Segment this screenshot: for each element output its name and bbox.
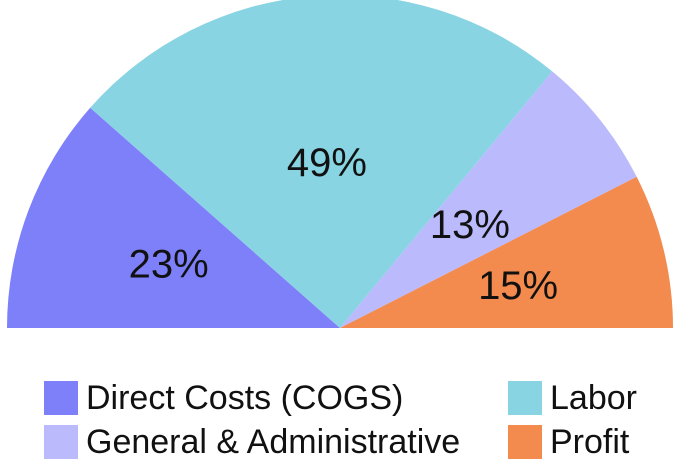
- slice-direct-costs: [7, 107, 340, 328]
- slice-label-profit: 15%: [478, 264, 558, 308]
- legend-item-profit: Profit: [508, 420, 629, 464]
- legend-item-direct-costs: Direct Costs (COGS): [44, 376, 403, 420]
- legend-item-labor: Labor: [508, 376, 637, 420]
- chart-legend: Direct Costs (COGS) Labor General & Admi…: [0, 370, 680, 461]
- slice-labels-layer: 23% 49% 13% 15%: [129, 141, 558, 308]
- legend-label-profit: Profit: [550, 422, 630, 461]
- legend-item-general-administrative: General & Administrative: [44, 420, 460, 464]
- slice-labor: [90, 0, 553, 328]
- legend-swatch-direct-costs: [44, 381, 78, 415]
- legend-swatch-labor: [508, 381, 542, 415]
- legend-label-direct-costs: Direct Costs (COGS): [86, 378, 404, 417]
- slice-profit: [340, 176, 673, 328]
- slices-layer: [7, 0, 673, 329]
- legend-swatch-general-administrative: [44, 425, 78, 459]
- slice-label-labor: 49%: [287, 141, 367, 185]
- semicircle-pie-chart: 23% 49% 13% 15%: [7, 0, 673, 329]
- legend-label-general-administrative: General & Administrative: [86, 422, 461, 461]
- legend-label-labor: Labor: [550, 378, 637, 417]
- legend-swatch-profit: [508, 425, 542, 459]
- slice-label-direct-costs: 23%: [129, 242, 209, 286]
- slice-general-administrative: [340, 71, 637, 329]
- slice-label-general-administrative: 13%: [430, 203, 510, 247]
